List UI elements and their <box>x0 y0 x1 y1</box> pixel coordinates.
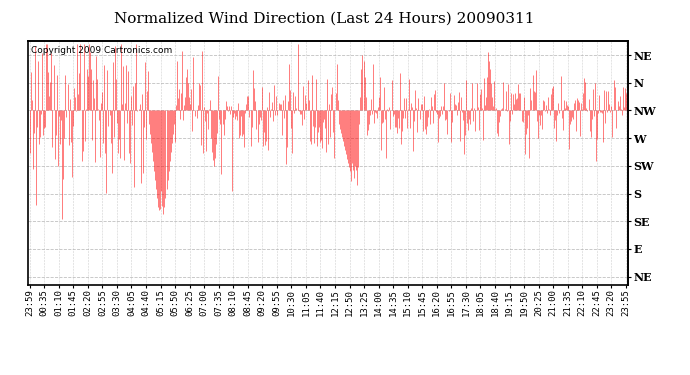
Text: Normalized Wind Direction (Last 24 Hours) 20090311: Normalized Wind Direction (Last 24 Hours… <box>114 11 535 25</box>
Text: Copyright 2009 Cartronics.com: Copyright 2009 Cartronics.com <box>30 46 172 55</box>
